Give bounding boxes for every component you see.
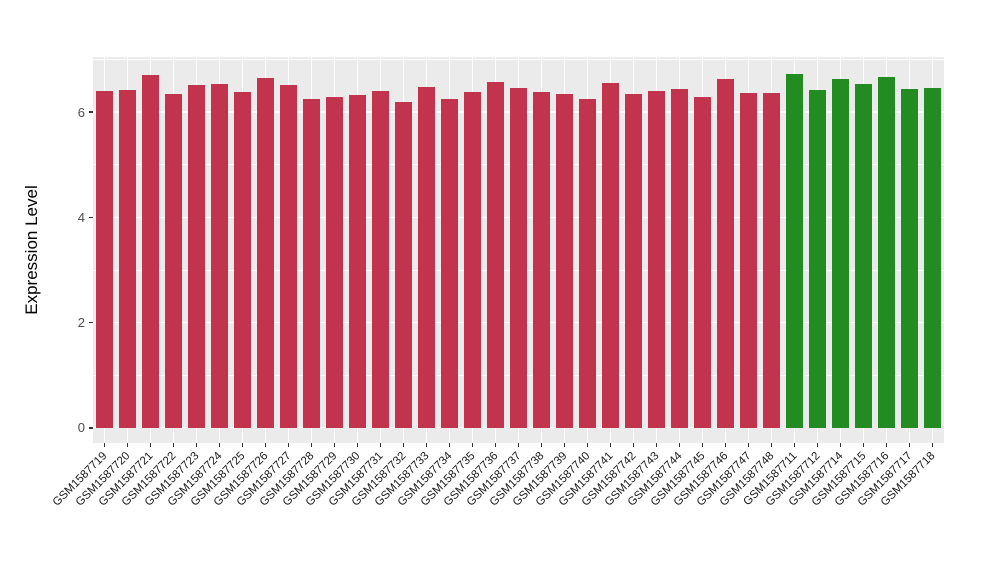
x-tick-mark <box>839 443 842 447</box>
x-tick-mark <box>379 443 382 447</box>
y-tick-label: 2 <box>77 315 85 331</box>
bar-GSM1587721 <box>142 74 159 428</box>
bar-GSM1587742 <box>625 93 642 428</box>
x-tick-mark <box>195 443 198 447</box>
x-tick-mark <box>103 443 106 447</box>
x-tick-mark <box>540 443 543 447</box>
x-tick-mark <box>517 443 520 447</box>
x-tick-mark <box>862 443 865 447</box>
bar-GSM1587729 <box>326 97 343 428</box>
bar-GSM1587734 <box>441 99 458 428</box>
plot-panel <box>93 57 944 443</box>
x-tick-mark <box>678 443 681 447</box>
x-tick-mark <box>908 443 911 447</box>
bar-GSM1587718 <box>924 87 941 428</box>
y-tick-mark <box>88 216 93 219</box>
x-tick-mark <box>770 443 773 447</box>
bar-GSM1587712 <box>809 89 826 428</box>
x-tick-mark <box>931 443 934 447</box>
y-tick-label: 4 <box>77 209 85 225</box>
bar-GSM1587720 <box>119 90 136 428</box>
x-tick-mark <box>632 443 635 447</box>
x-tick-mark <box>218 443 221 447</box>
x-tick-mark <box>287 443 290 447</box>
bar-GSM1587715 <box>855 83 872 428</box>
bar-GSM1587737 <box>510 88 527 428</box>
bar-GSM1587728 <box>303 99 320 428</box>
bar-GSM1587727 <box>280 85 297 428</box>
x-tick-mark <box>241 443 244 447</box>
y-tick-mark <box>88 426 93 429</box>
bar-GSM1587745 <box>694 96 711 428</box>
bar-GSM1587739 <box>556 93 573 428</box>
bar-GSM1587711 <box>786 74 803 428</box>
x-tick-mark <box>724 443 727 447</box>
y-axis-title: Expression Level <box>22 185 41 315</box>
x-tick-mark <box>126 443 129 447</box>
y-tick-label: 6 <box>77 104 85 120</box>
bar-GSM1587731 <box>372 91 389 428</box>
bar-GSM1587747 <box>740 92 757 428</box>
bar-GSM1587724 <box>211 83 228 428</box>
bar-GSM1587735 <box>464 91 481 428</box>
x-tick-mark <box>816 443 819 447</box>
x-tick-mark <box>310 443 313 447</box>
x-tick-mark <box>793 443 796 447</box>
bar-GSM1587714 <box>832 78 849 428</box>
x-tick-mark <box>172 443 175 447</box>
y-tick-label: 0 <box>77 420 85 436</box>
bar-GSM1587732 <box>395 101 412 428</box>
x-tick-mark <box>264 443 267 447</box>
x-tick-mark <box>425 443 428 447</box>
bar-GSM1587743 <box>648 90 665 428</box>
bar-GSM1587740 <box>579 99 596 428</box>
bar-GSM1587726 <box>257 77 274 428</box>
bar-GSM1587748 <box>763 92 780 428</box>
bar-GSM1587722 <box>165 93 182 428</box>
bar-GSM1587717 <box>901 88 918 428</box>
x-tick-mark <box>586 443 589 447</box>
x-tick-mark <box>609 443 612 447</box>
x-tick-mark <box>356 443 359 447</box>
x-tick-mark <box>747 443 750 447</box>
y-tick-mark <box>88 321 93 324</box>
bar-GSM1587746 <box>717 79 734 428</box>
x-tick-mark <box>149 443 152 447</box>
x-tick-mark <box>885 443 888 447</box>
x-tick-mark <box>494 443 497 447</box>
bar-GSM1587733 <box>418 86 435 428</box>
bar-GSM1587741 <box>602 83 619 428</box>
x-tick-mark <box>402 443 405 447</box>
x-tick-mark <box>655 443 658 447</box>
bar-GSM1587744 <box>671 89 688 428</box>
bar-GSM1587736 <box>487 82 504 428</box>
x-tick-mark <box>448 443 451 447</box>
x-tick-mark <box>701 443 704 447</box>
x-tick-mark <box>333 443 336 447</box>
bar-GSM1587725 <box>234 91 251 428</box>
bar-GSM1587719 <box>96 91 113 428</box>
bar-GSM1587730 <box>349 95 366 428</box>
x-tick-mark <box>471 443 474 447</box>
bar-GSM1587723 <box>188 84 205 428</box>
bar-GSM1587738 <box>533 92 550 428</box>
bar-GSM1587716 <box>878 76 895 428</box>
y-tick-mark <box>88 111 93 113</box>
x-tick-mark <box>563 443 566 447</box>
